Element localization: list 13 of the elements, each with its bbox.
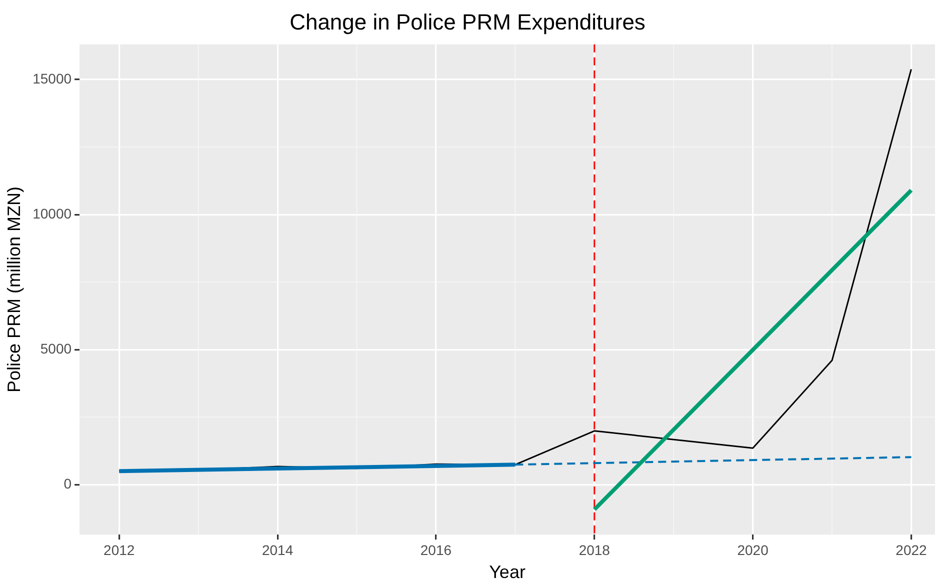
y-tick-label: 5000 [40,340,72,356]
x-axis-title: Year [489,562,526,582]
y-tick-label: 0 [64,475,72,492]
y-tick-label: 15000 [32,70,72,86]
x-tick-label: 2014 [262,542,294,558]
x-tick-label: 2020 [737,542,769,558]
x-tick-label: 2022 [896,542,928,558]
y-axis-title: Police PRM (million MZN) [4,186,24,393]
chart-title: Change in Police PRM Expenditures [290,9,646,34]
x-tick-label: 2016 [420,542,452,558]
y-tick-label: 10000 [32,205,72,222]
x-tick-label: 2012 [104,542,135,558]
x-tick-label: 2018 [578,542,610,558]
